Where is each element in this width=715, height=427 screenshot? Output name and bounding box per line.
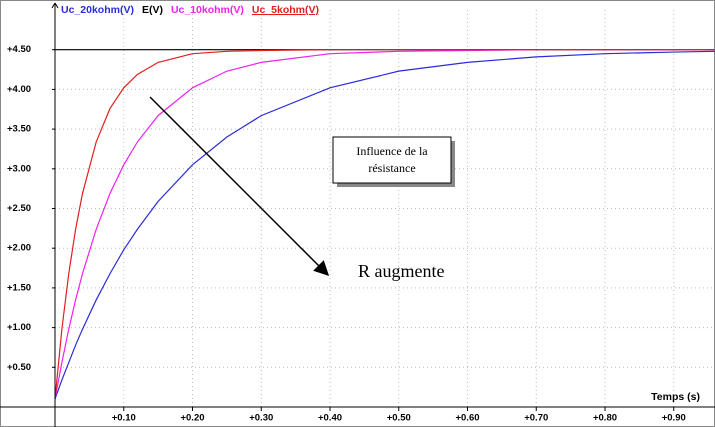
legend-entry: Uc_10kohm(V) <box>171 4 244 16</box>
annotation-arrow <box>149 96 330 277</box>
series-line <box>54 50 715 400</box>
y-tick-label: +3.50 <box>7 124 31 135</box>
legend: Uc_20kohm(V) E(V) Uc_10kohm(V) Uc_5kohm(V) <box>61 4 319 16</box>
x-tick-label: +0.50 <box>387 413 411 424</box>
x-tick-label: +0.30 <box>249 413 273 424</box>
annotation-text: résistance <box>368 161 415 175</box>
annotation-box <box>332 136 452 184</box>
legend-entry: Uc_5kohm(V) <box>252 4 319 16</box>
x-axis-label: Temps (s) <box>651 391 700 403</box>
axis-arrow <box>51 2 59 9</box>
x-tick-label: +0.70 <box>524 413 548 424</box>
y-tick-label: +4.50 <box>7 44 31 55</box>
annotation-text: R augmente <box>358 261 444 281</box>
series-line <box>54 49 715 400</box>
y-tick-label: +1.00 <box>7 322 31 333</box>
y-tick-label: +1.50 <box>7 282 31 293</box>
y-tick-label: +2.00 <box>7 243 31 254</box>
annotation-text: Influence de la <box>356 144 428 158</box>
x-tick-label: +0.90 <box>662 413 686 424</box>
x-tick-label: +0.60 <box>455 413 479 424</box>
legend-entry: E(V) <box>142 4 163 16</box>
y-tick-label: +3.00 <box>7 163 31 174</box>
plot-lines <box>54 49 715 400</box>
x-tick-label: +0.20 <box>180 413 204 424</box>
x-tick-label: +0.80 <box>593 413 617 424</box>
y-tick-label: +4.00 <box>7 84 31 95</box>
legend-entry: Uc_20kohm(V) <box>61 4 134 16</box>
y-tick-label: +0.50 <box>7 362 31 373</box>
x-tick-label: +0.10 <box>112 413 136 424</box>
x-tick-label: +0.40 <box>318 413 342 424</box>
y-tick-label: +2.50 <box>7 203 31 214</box>
